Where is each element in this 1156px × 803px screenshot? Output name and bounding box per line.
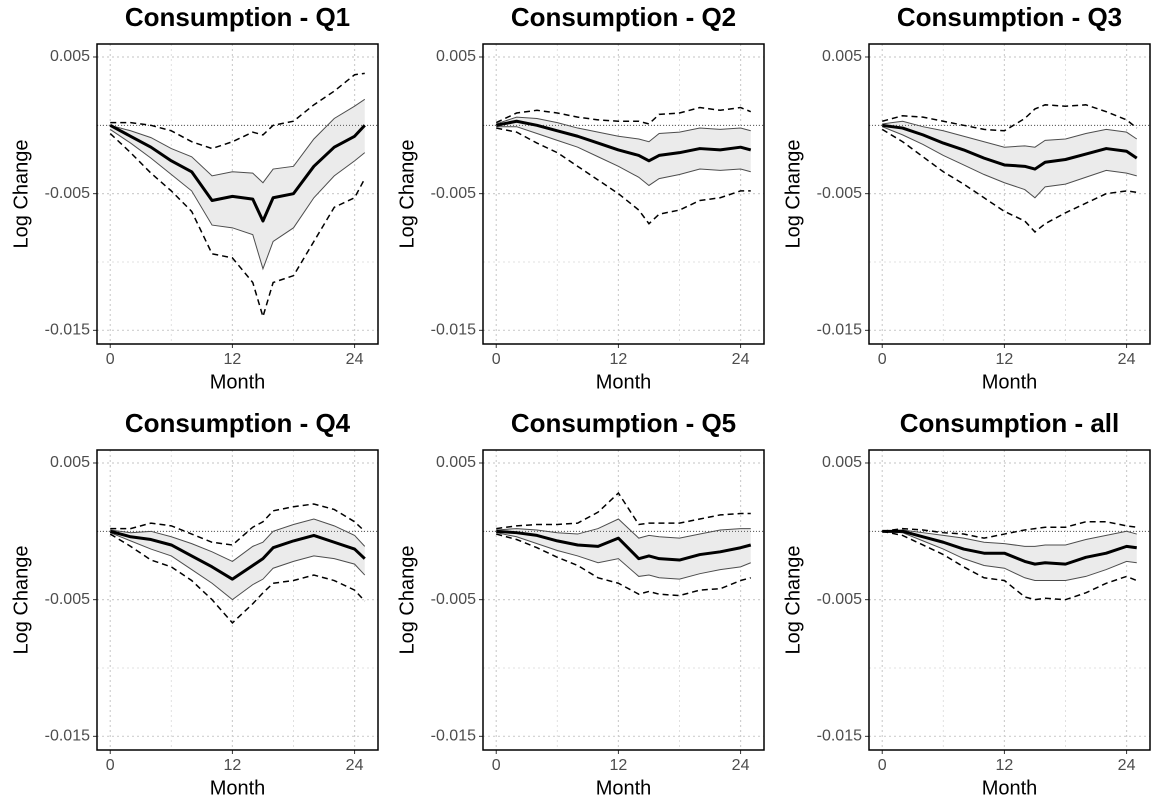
- band-line: [110, 518, 366, 562]
- y-tick-label: -0.015: [817, 728, 862, 745]
- y-axis-title: Log Change: [782, 546, 804, 655]
- chart-title: Consumption - Q2: [511, 2, 736, 32]
- interval-line: [496, 533, 751, 597]
- x-axis-title: Month: [982, 777, 1038, 799]
- estimate-line: [882, 123, 1138, 171]
- y-tick-label: -0.005: [817, 185, 862, 202]
- y-tick-label: -0.015: [431, 322, 476, 339]
- y-tick-label: 0.005: [50, 454, 90, 471]
- y-axis-title: Log Change: [782, 140, 804, 249]
- panel: 0.005 -0.005 -0.015 0 12 24 Consumption - Q5 Mo…: [396, 408, 765, 799]
- chart-title: Consumption - Q3: [897, 2, 1122, 32]
- interval-line: [110, 72, 365, 150]
- x-tick-label: 24: [346, 757, 364, 774]
- panel: 0.005 -0.005 -0.015 0 12 24 Consumption - Q2 Mo…: [396, 2, 765, 393]
- y-axis-title: Log Change: [396, 140, 418, 249]
- plot-frame: [96, 449, 379, 751]
- panel: 0.005 -0.005 -0.015 0 12 24 Consumption - Q1 Mo…: [10, 2, 379, 393]
- band-fill: [110, 99, 365, 269]
- y-tick-label: 0.005: [822, 48, 862, 65]
- estimate-line: [109, 529, 366, 581]
- band-line: [882, 529, 1137, 547]
- y-tick-label: -0.015: [45, 322, 90, 339]
- estimate-line: [109, 123, 366, 223]
- interval-line: [109, 533, 366, 624]
- estimate-line: [495, 119, 752, 163]
- interval-line: [882, 530, 1138, 601]
- x-tick-label: 12: [224, 351, 242, 368]
- panel: 0.005 -0.005 -0.015 0 12 24 Consumption - all M…: [782, 408, 1151, 799]
- band-line: [496, 116, 751, 143]
- y-tick-label: -0.005: [431, 185, 476, 202]
- x-axis-title: Month: [596, 371, 652, 393]
- interval-line: [496, 491, 751, 530]
- interval-line: [109, 132, 366, 320]
- plot-frame: [482, 43, 765, 345]
- interval-line: [882, 521, 1137, 539]
- x-tick-label: 0: [106, 757, 115, 774]
- band-fill: [496, 519, 751, 580]
- band-line: [882, 120, 1138, 148]
- x-tick-label: 12: [224, 757, 242, 774]
- band-fill: [882, 121, 1137, 198]
- x-tick-label: 0: [492, 757, 501, 774]
- interval-line: [496, 127, 751, 225]
- y-tick-label: -0.015: [817, 322, 862, 339]
- x-tick-label: 24: [732, 351, 750, 368]
- x-tick-label: 12: [996, 351, 1014, 368]
- plot-frame: [868, 43, 1151, 345]
- x-tick-label: 0: [878, 351, 887, 368]
- x-tick-label: 12: [996, 757, 1014, 774]
- band-line: [109, 129, 366, 271]
- y-axis-title: Log Change: [396, 546, 418, 655]
- band-line: [110, 98, 366, 184]
- x-axis-title: Month: [982, 371, 1038, 393]
- band-line: [496, 518, 751, 539]
- y-tick-label: 0.005: [436, 454, 476, 471]
- y-tick-label: 0.005: [50, 48, 90, 65]
- y-tick-label: -0.015: [431, 728, 476, 745]
- x-axis-title: Month: [596, 777, 652, 799]
- x-tick-label: 24: [1118, 351, 1136, 368]
- y-tick-label: -0.005: [45, 591, 90, 608]
- chart-title: Consumption - Q1: [125, 2, 350, 32]
- panel: 0.005 -0.005 -0.015 0 12 24 Consumption - Q3 Mo…: [782, 2, 1151, 393]
- y-tick-label: 0.005: [822, 454, 862, 471]
- y-tick-label: -0.005: [431, 591, 476, 608]
- chart-title: Consumption - Q4: [125, 408, 351, 438]
- y-tick-label: -0.005: [45, 185, 90, 202]
- y-tick-label: -0.015: [45, 728, 90, 745]
- x-tick-label: 12: [610, 351, 628, 368]
- x-tick-label: 12: [610, 757, 628, 774]
- interval-line: [110, 503, 366, 546]
- panel: 0.005 -0.005 -0.015 0 12 24 Consumption - Q4 Mo…: [10, 408, 379, 799]
- plot-frame: [868, 449, 1151, 751]
- interval-line: [495, 106, 752, 125]
- y-axis-title: Log Change: [10, 546, 32, 655]
- chart-title: Consumption - all: [900, 408, 1120, 438]
- plot-frame: [96, 43, 379, 345]
- x-tick-label: 0: [878, 757, 887, 774]
- x-tick-label: 0: [492, 351, 501, 368]
- band-line: [496, 126, 751, 187]
- chart-title: Consumption - Q5: [511, 408, 736, 438]
- x-tick-label: 24: [732, 757, 750, 774]
- estimate-line: [496, 529, 752, 562]
- y-axis-title: Log Change: [10, 140, 32, 249]
- y-tick-label: -0.005: [817, 591, 862, 608]
- estimate-line: [882, 529, 1137, 566]
- band-line: [110, 532, 366, 601]
- x-axis-title: Month: [210, 777, 266, 799]
- band-line: [882, 126, 1137, 199]
- x-tick-label: 24: [346, 351, 364, 368]
- x-tick-label: 24: [1118, 757, 1136, 774]
- band-line: [882, 530, 1137, 582]
- y-tick-label: 0.005: [436, 48, 476, 65]
- x-tick-label: 0: [106, 351, 115, 368]
- x-axis-title: Month: [210, 371, 266, 393]
- plot-frame: [482, 449, 765, 751]
- band-line: [496, 532, 751, 580]
